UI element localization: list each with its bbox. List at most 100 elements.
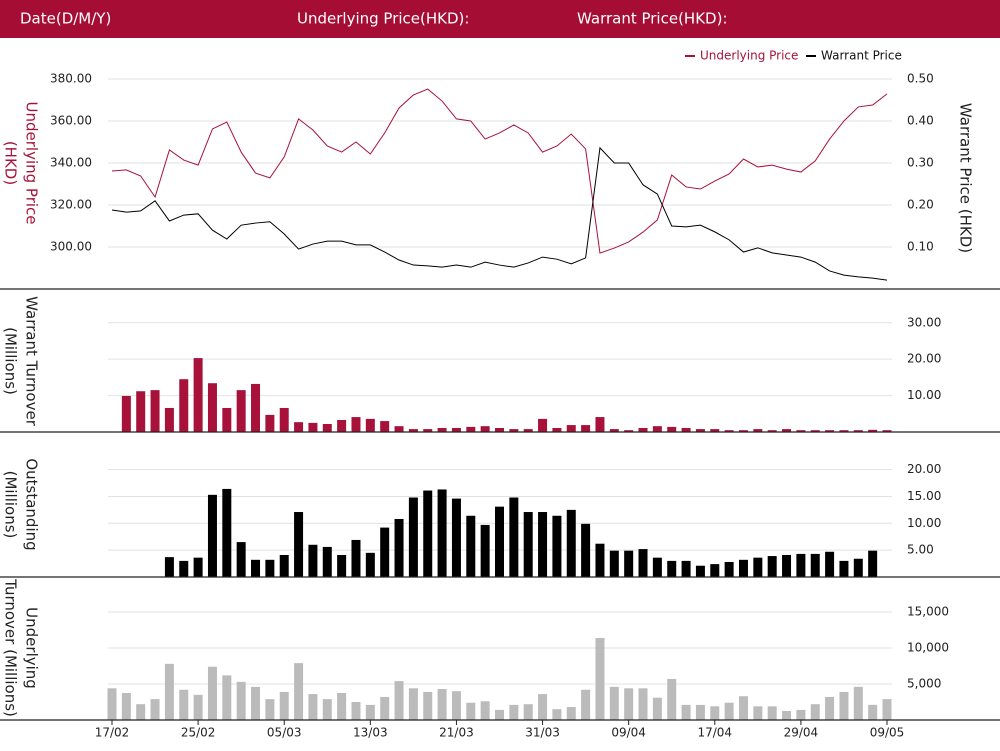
x-tick-label: 13/03: [353, 726, 388, 740]
bar: [121, 693, 131, 720]
bar: [509, 704, 519, 720]
bar: [695, 429, 705, 432]
bar: [164, 557, 174, 577]
bar: [322, 699, 332, 720]
bar: [251, 559, 261, 577]
bar: [380, 527, 390, 577]
bar: [724, 430, 734, 432]
bar: [423, 691, 433, 720]
bar: [394, 681, 404, 720]
bar: [595, 543, 605, 577]
legend-label: Warrant Price: [821, 49, 902, 63]
bar: [581, 523, 591, 577]
bar: [380, 696, 390, 720]
x-tick-label: 17/04: [697, 726, 732, 740]
tick-label: 30.00: [907, 315, 941, 329]
bar: [782, 554, 792, 577]
tick-label: 0.20: [907, 198, 934, 212]
bar: [868, 550, 878, 577]
bar: [538, 694, 548, 720]
bar: [667, 426, 677, 432]
bar: [509, 497, 519, 577]
bar: [451, 498, 461, 577]
bar: [609, 429, 619, 432]
bar: [724, 561, 734, 577]
y-axis-label: Underlying Price: [23, 101, 41, 224]
x-tick-label: 31/03: [525, 726, 560, 740]
x-tick-label: 25/02: [181, 726, 216, 740]
bar: [365, 552, 375, 577]
header-date: Date(D/M/Y): [20, 10, 111, 28]
bar: [437, 427, 447, 432]
bar: [322, 546, 332, 577]
bar: [796, 553, 806, 577]
bar: [825, 696, 835, 720]
bar: [882, 699, 892, 720]
bar: [193, 358, 203, 432]
bar: [394, 519, 404, 577]
bar: [710, 564, 720, 577]
bar: [337, 419, 347, 432]
tick-label: 20.00: [907, 462, 941, 476]
bar: [408, 429, 418, 432]
bar: [150, 699, 160, 720]
bar: [294, 512, 304, 577]
bar: [136, 391, 146, 432]
bar: [825, 551, 835, 577]
bar: [882, 430, 892, 432]
bar: [251, 383, 261, 432]
bar: [495, 506, 504, 577]
bar: [279, 554, 289, 577]
bar: [738, 696, 748, 720]
bar: [724, 702, 734, 720]
bar: [624, 550, 634, 577]
bar: [236, 390, 246, 432]
y-axis-label: Turnover (Millions): [2, 578, 20, 717]
bar: [193, 557, 203, 577]
bar: [523, 704, 533, 720]
bar: [351, 702, 361, 720]
bar: [179, 560, 189, 577]
bar: [337, 693, 347, 720]
bar: [365, 704, 375, 720]
bar: [495, 427, 504, 432]
bar: [466, 515, 476, 577]
tick-label: 5,000: [907, 677, 941, 691]
bar: [638, 688, 648, 720]
header-warrant: Warrant Price(HKD):: [577, 10, 728, 28]
tick-label: 0.30: [907, 156, 934, 170]
bar: [810, 704, 820, 720]
bar: [767, 706, 777, 720]
bar: [480, 524, 490, 577]
bar: [853, 558, 863, 577]
bar: [810, 553, 820, 577]
bar: [107, 688, 117, 720]
bar: [581, 689, 591, 720]
bar: [767, 556, 777, 577]
tick-label: 380.00: [50, 72, 92, 86]
bar: [796, 709, 806, 720]
bar: [451, 427, 461, 432]
bar: [451, 691, 461, 720]
bar: [681, 704, 691, 720]
bar: [394, 426, 404, 432]
x-tick-label: 29/04: [784, 726, 819, 740]
bar: [265, 699, 275, 720]
bar: [365, 418, 375, 432]
bar: [652, 557, 662, 577]
bar: [308, 422, 318, 432]
tick-label: 0.10: [907, 240, 934, 254]
bar: [738, 559, 748, 577]
bar: [796, 430, 806, 432]
bar: [294, 422, 304, 432]
bar: [380, 421, 390, 432]
bar: [423, 429, 433, 432]
bar: [839, 430, 849, 432]
tick-label: 0.50: [907, 72, 934, 86]
bar: [581, 425, 591, 432]
bar: [868, 429, 878, 432]
bar: [710, 429, 720, 432]
tick-label: 300.00: [50, 240, 92, 254]
y-axis-label: (Millions): [2, 471, 20, 539]
bar: [437, 489, 447, 577]
